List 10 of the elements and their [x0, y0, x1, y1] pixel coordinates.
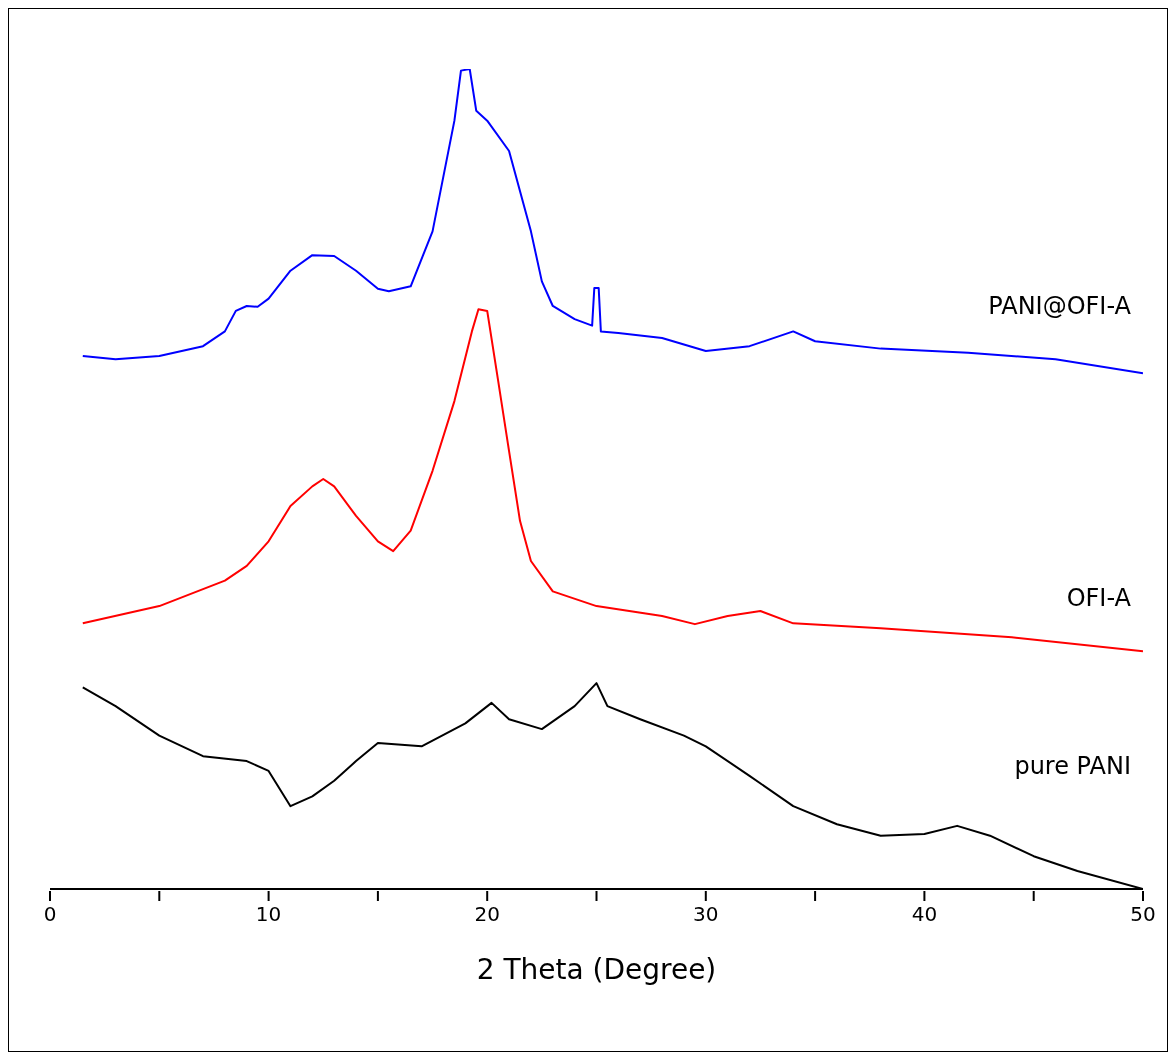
x-axis-title: 2 Theta (Degree) [476, 953, 717, 986]
x-tick-label: 20 [474, 902, 500, 926]
x-tick-label: 0 [43, 902, 57, 926]
text: pure PANI [1014, 752, 1131, 780]
series-label: OFI-A [1066, 584, 1132, 613]
x-tick-label: 40 [911, 902, 938, 926]
x-tick-label: 10 [255, 902, 282, 926]
x-tick-label: 30 [693, 902, 719, 926]
series-label: PANI@OFI-A [988, 292, 1132, 321]
x-tick-label: 50 [1130, 902, 1156, 926]
